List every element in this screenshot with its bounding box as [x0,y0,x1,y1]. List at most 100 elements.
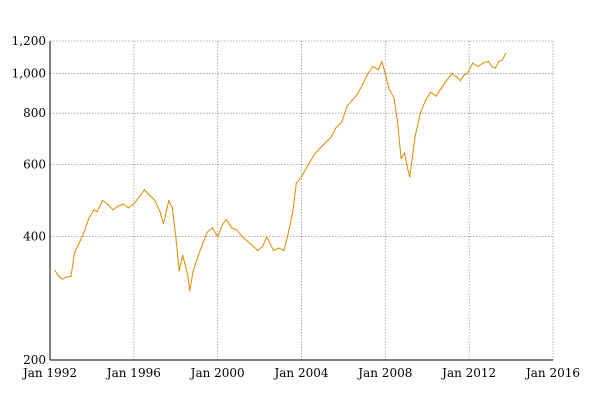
data-point [225,219,227,221]
data-point [494,67,496,69]
data-point [101,199,103,202]
data-point [122,203,124,205]
axis-layer [49,41,553,361]
data-point [82,233,84,235]
data-point [505,52,507,54]
data-point [269,242,271,244]
data-point [320,146,322,148]
data-point [400,158,402,160]
data-point [351,99,353,101]
data-point [192,270,194,272]
data-point [133,203,135,205]
data-point [451,72,453,75]
data-point [159,211,161,213]
data-point [96,211,98,213]
data-point [187,275,189,277]
data-point [414,136,416,138]
data-point [384,72,386,75]
data-point [196,259,198,261]
data-point [143,189,145,191]
data-point [407,169,409,171]
x-tick-label: Jan 2004 [272,366,328,380]
data-point [459,80,461,82]
data-point [377,69,379,71]
data-point [472,62,474,64]
data-point [168,199,170,202]
data-point [430,91,432,93]
data-point [440,87,442,89]
data-point [171,207,173,209]
data-point [393,97,395,99]
data-point [445,80,448,82]
data-point [501,59,503,61]
data-point [325,141,327,143]
data-point [107,203,109,205]
data-point [273,249,275,252]
data-point [482,62,484,64]
data-point [435,95,437,97]
data-point [503,55,505,58]
data-point [162,223,165,225]
data-point [117,205,119,207]
data-point [381,60,383,63]
y-tick-label: 600 [23,157,46,171]
data-point [463,74,465,76]
data-point [356,93,358,95]
data-point [262,245,264,247]
data-point [341,121,343,123]
data-point [70,275,72,277]
data-point [73,252,76,254]
data-point [309,160,311,163]
data-point [222,223,224,225]
data-point [397,121,399,123]
x-tick-label: Jan 1992 [21,366,77,380]
data-point [241,236,243,238]
data-point [138,196,140,198]
data-point [257,249,259,252]
data-point [466,72,468,75]
y-tick-label: 200 [23,353,46,367]
data-point [178,270,180,272]
data-point [314,152,317,154]
data-point [498,60,500,63]
data-point [456,76,458,78]
y-tick-label: 1,000 [12,66,46,80]
series-line [54,53,507,292]
data-point [93,209,95,211]
y-tick-label: 400 [23,230,46,244]
data-point [295,182,297,184]
data-point [346,106,348,108]
grid-layer [50,40,554,360]
data-point [330,136,332,138]
data-point [231,227,233,229]
data-point [87,219,89,221]
data-point [77,245,79,247]
data-point [65,276,67,278]
data-point [128,207,130,209]
data-point [175,236,177,238]
data-point [388,87,390,89]
data-point [149,194,151,196]
tick-label-layer: 200 400 600 800 1,000 1,200 Jan 1992 Jan 1996 Ja… [12,34,580,380]
data-point [362,83,364,86]
data-point [61,278,63,280]
data-point [246,240,248,242]
data-point [367,72,369,75]
x-tick-label: Jan 2012 [440,366,496,380]
data-point [189,290,191,292]
y-tick-label: 1,200 [12,34,46,48]
data-point [300,176,303,178]
data-point [487,60,489,63]
data-point [372,65,374,68]
data-point [154,199,156,202]
x-tick-label: Jan 2008 [356,366,412,380]
data-point [304,169,306,171]
data-point [112,209,114,211]
x-tick-label: Jan 2000 [189,366,245,380]
x-tick-label: Jan 2016 [524,366,580,380]
data-point [409,176,411,178]
data-point [236,229,238,231]
data-point [266,236,268,238]
data-point [286,236,289,238]
